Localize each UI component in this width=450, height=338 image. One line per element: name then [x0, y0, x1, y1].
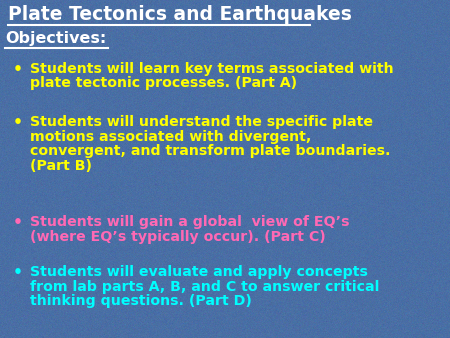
- Text: (Part B): (Part B): [30, 159, 92, 172]
- Text: Students will learn key terms associated with: Students will learn key terms associated…: [30, 62, 394, 76]
- Text: Students will evaluate and apply concepts: Students will evaluate and apply concept…: [30, 265, 368, 279]
- Text: Objectives:: Objectives:: [5, 31, 106, 46]
- Text: Students will understand the specific plate: Students will understand the specific pl…: [30, 115, 373, 129]
- Text: •: •: [13, 215, 23, 230]
- Text: plate tectonic processes. (Part A): plate tectonic processes. (Part A): [30, 76, 297, 91]
- Text: •: •: [13, 265, 23, 280]
- Text: Plate Tectonics and Earthquakes: Plate Tectonics and Earthquakes: [8, 5, 352, 24]
- Text: thinking questions. (Part D): thinking questions. (Part D): [30, 294, 252, 308]
- Text: from lab parts A, B, and C to answer critical: from lab parts A, B, and C to answer cri…: [30, 280, 379, 293]
- Text: motions associated with divergent,: motions associated with divergent,: [30, 129, 311, 144]
- Text: •: •: [13, 115, 23, 130]
- Text: convergent, and transform plate boundaries.: convergent, and transform plate boundari…: [30, 144, 391, 158]
- Text: Students will gain a global  view of EQ’s: Students will gain a global view of EQ’s: [30, 215, 350, 229]
- Text: •: •: [13, 62, 23, 77]
- Text: (where EQ’s typically occur). (Part C): (where EQ’s typically occur). (Part C): [30, 230, 326, 243]
